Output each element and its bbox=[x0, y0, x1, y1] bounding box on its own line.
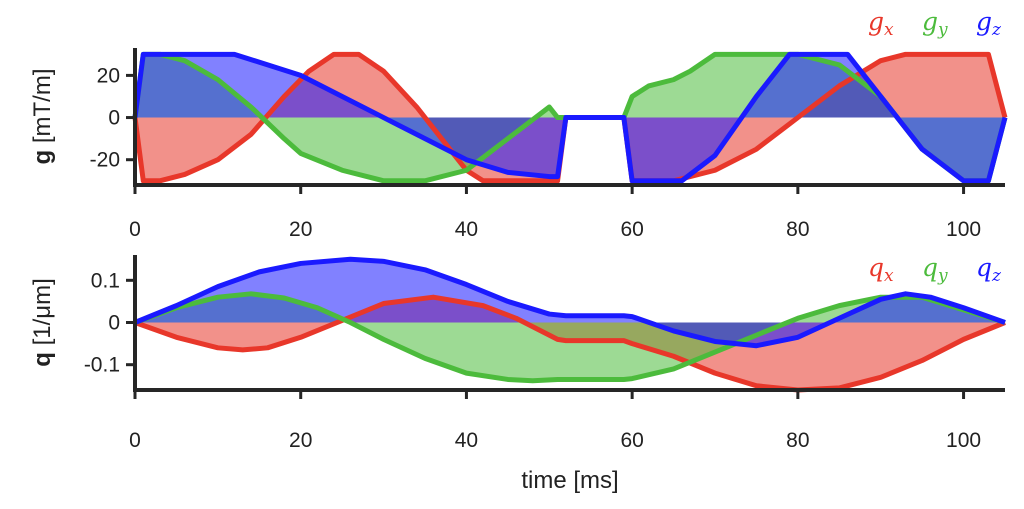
legend-entry-symbol: q bbox=[922, 253, 938, 282]
y-axis-label-symbol: q bbox=[29, 352, 56, 367]
y-tick-label: 0 bbox=[108, 107, 120, 130]
legend-entry-subscript: z bbox=[991, 20, 1002, 40]
x-axis-label: time [ms] bbox=[521, 467, 618, 494]
legend-entry-symbol: g bbox=[868, 7, 884, 36]
y-axis-label: q [1/μm] bbox=[29, 278, 56, 367]
y-tick-label: 0.1 bbox=[91, 269, 120, 292]
x-tick-label: 80 bbox=[786, 218, 809, 241]
legend-entry-subscript: y bbox=[937, 266, 948, 286]
y-tick-label: -0.1 bbox=[84, 354, 120, 377]
x-tick-label: 100 bbox=[946, 429, 981, 452]
y-tick-label: 20 bbox=[97, 64, 120, 87]
legend-entry-symbol: g bbox=[976, 7, 992, 36]
x-tick-label: 80 bbox=[786, 429, 809, 452]
legend-entry-qx: qx bbox=[868, 253, 894, 286]
legend-entry-symbol: g bbox=[922, 7, 938, 36]
legend-entry-qz: qz bbox=[976, 253, 1002, 286]
x-tick-label: 60 bbox=[620, 429, 643, 452]
x-tick-label: 100 bbox=[946, 218, 981, 241]
x-tick-label: 0 bbox=[129, 218, 141, 241]
legend-entry-symbol: q bbox=[976, 253, 992, 282]
legend-entry-subscript: x bbox=[884, 266, 894, 286]
y-axis-label-unit: [1/μm] bbox=[29, 278, 56, 352]
legend-entry-gz: gz bbox=[976, 7, 1002, 40]
legend-entry-subscript: x bbox=[884, 20, 894, 40]
series-qy-line bbox=[134, 291, 1006, 384]
chart-panel-2: 0 20 40 60 80 100-0.100.1q [1/μm]time [ms]qx q… bbox=[29, 253, 1006, 494]
legend-entry-symbol: q bbox=[868, 253, 884, 282]
legend-entry-gx: gx bbox=[868, 7, 894, 40]
series-gx-area bbox=[135, 54, 1005, 181]
y-axis-label: g [mT/m] bbox=[29, 69, 56, 165]
y-axis-label-unit: [mT/m] bbox=[29, 69, 56, 150]
x-tick-label: 40 bbox=[455, 218, 478, 241]
legend-entry-subscript: y bbox=[937, 20, 948, 40]
series-qz-line bbox=[134, 256, 1006, 349]
y-tick-label: 0 bbox=[108, 312, 120, 335]
x-tick-label: 40 bbox=[455, 429, 478, 452]
legend-entry-subscript: z bbox=[991, 266, 1002, 286]
series-gz-line bbox=[132, 51, 1008, 184]
x-tick-label: 20 bbox=[289, 429, 312, 452]
x-tick-label: 0 bbox=[129, 429, 141, 452]
series-gx-line bbox=[132, 51, 1008, 184]
series-gz-area bbox=[135, 54, 1005, 181]
x-tick-label: 60 bbox=[620, 218, 643, 241]
series-gy-line bbox=[132, 51, 1008, 184]
legend-entry-gy: gy bbox=[922, 7, 948, 40]
series-qy-area bbox=[135, 293, 1005, 381]
y-tick-label: -20 bbox=[90, 149, 120, 172]
series-qx-line bbox=[134, 294, 1006, 393]
x-tick-label: 20 bbox=[289, 218, 312, 241]
y-axis-label-symbol: g bbox=[29, 150, 56, 165]
legend-entry-qy: qy bbox=[922, 253, 948, 286]
